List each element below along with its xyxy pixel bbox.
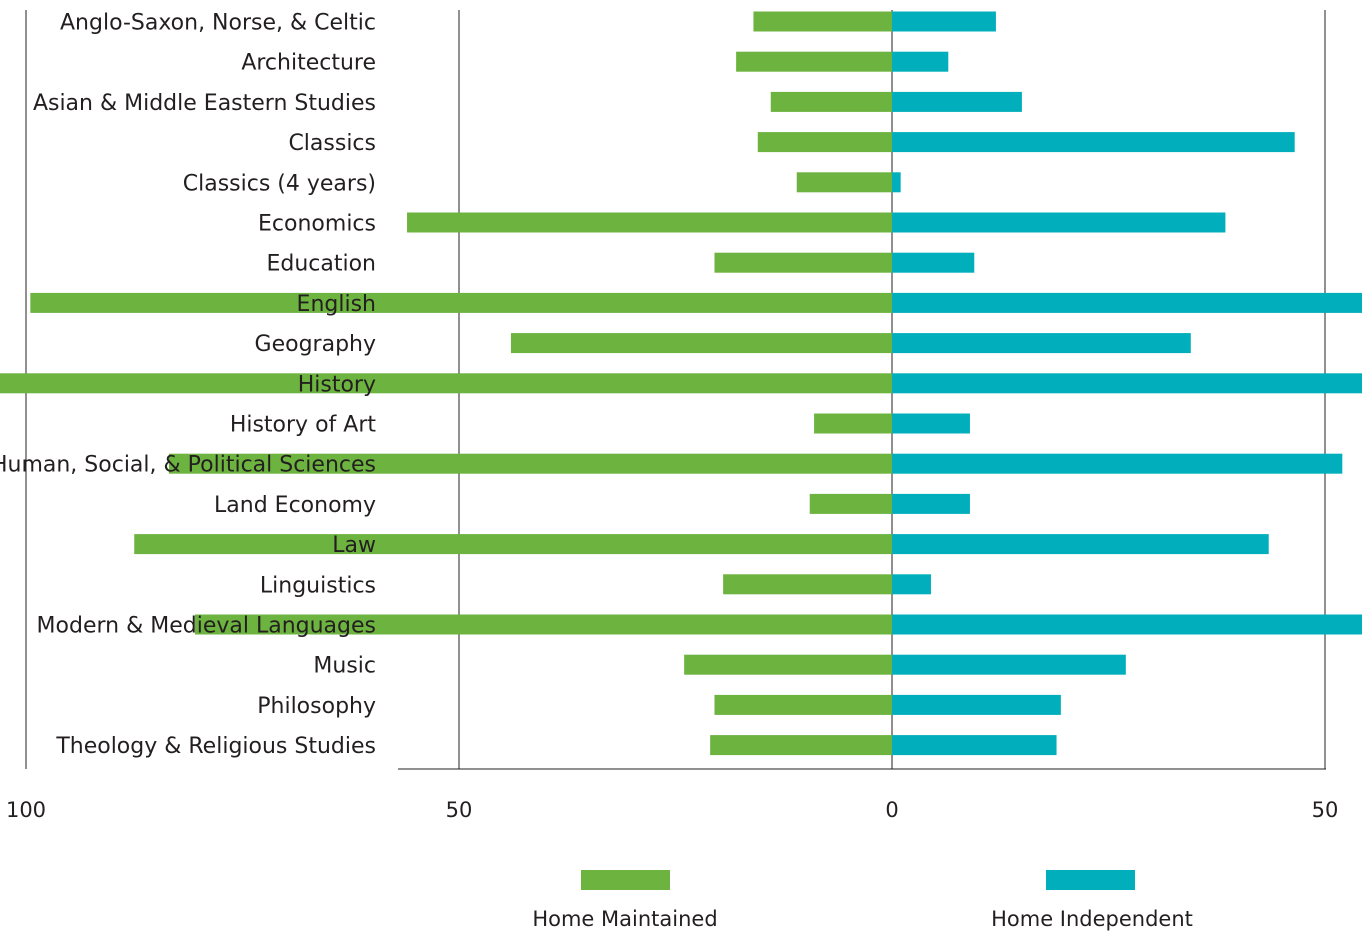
category-label: Asian & Middle Eastern Studies: [33, 91, 376, 116]
category-label: Music: [313, 654, 376, 679]
bar-home-maintained: [134, 534, 892, 555]
bar-home-maintained: [736, 51, 892, 72]
bar-home-maintained: [168, 453, 892, 474]
tick-label: 100: [6, 798, 46, 822]
bar-home-maintained: [407, 212, 892, 233]
bar-home-maintained: [710, 735, 892, 756]
category-label: Geography: [255, 332, 376, 357]
category-label: Linguistics: [260, 573, 376, 598]
category-label: Human, Social, & Political Sciences: [0, 453, 376, 478]
legend-label: Home Independent: [991, 907, 1193, 931]
category-label: Architecture: [241, 51, 376, 76]
legend-label: Home Maintained: [532, 907, 717, 931]
tick-label: 0: [885, 798, 898, 822]
category-label: Classics: [288, 131, 376, 156]
bar-home-independent: [892, 91, 1022, 112]
bar-home-independent: [892, 172, 901, 193]
bar-home-maintained: [753, 11, 892, 32]
bar-home-independent: [892, 654, 1126, 675]
category-label: Classics (4 years): [183, 171, 376, 196]
tick-label: 50: [1312, 798, 1339, 822]
legend: Home Maintained Home Independent: [532, 870, 1193, 931]
bar-home-independent: [892, 453, 1343, 474]
bar-home-maintained: [684, 654, 892, 675]
bar-home-independent: [892, 534, 1269, 555]
category-label: Modern & Medieval Languages: [37, 614, 376, 639]
bar-home-independent: [892, 493, 970, 514]
bar-home-independent: [892, 574, 931, 595]
category-label: History of Art: [230, 413, 377, 438]
bar-home-independent: [892, 252, 975, 273]
category-label: Anglo-Saxon, Norse, & Celtic: [60, 11, 376, 36]
category-label: Economics: [258, 212, 376, 237]
category-label: History: [298, 372, 376, 397]
bar-home-maintained: [714, 694, 892, 715]
category-label: Law: [332, 533, 376, 558]
category-labels: Anglo-Saxon, Norse, & Celtic Architecture…: [0, 11, 376, 760]
bar-home-independent: [892, 735, 1057, 756]
bars: [0, 11, 1362, 756]
bar-home-maintained: [814, 413, 892, 434]
bar-home-maintained: [510, 333, 892, 354]
x-axis: 10050050100: [6, 768, 1339, 822]
bar-home-maintained: [714, 252, 892, 273]
category-label: Land Economy: [214, 493, 376, 518]
category-label: Education: [266, 252, 376, 277]
category-label: Philosophy: [257, 694, 376, 719]
bar-home-independent: [892, 212, 1226, 233]
bar-home-independent: [892, 614, 1362, 635]
tick-label: 50: [446, 798, 473, 822]
bar-home-independent: [892, 292, 1362, 313]
bar-home-maintained: [809, 493, 892, 514]
bar-home-independent: [892, 694, 1061, 715]
bar-home-independent: [892, 132, 1295, 153]
bar-home-maintained: [757, 132, 892, 153]
bar-home-maintained: [723, 574, 892, 595]
bar-home-independent: [892, 413, 970, 434]
bar-home-maintained: [0, 373, 892, 394]
bar-home-maintained: [194, 614, 892, 635]
bar-home-independent: [892, 373, 1362, 394]
bar-home-maintained: [770, 91, 892, 112]
category-label: Theology & Religious Studies: [55, 734, 376, 759]
bar-home-independent: [892, 333, 1191, 354]
bar-home-maintained: [796, 172, 892, 193]
legend-swatch: [581, 870, 670, 890]
bar-home-maintained: [30, 292, 892, 313]
legend-swatch: [1046, 870, 1135, 890]
category-label: English: [297, 292, 376, 317]
bar-home-independent: [892, 11, 996, 32]
bar-home-independent: [892, 51, 949, 72]
